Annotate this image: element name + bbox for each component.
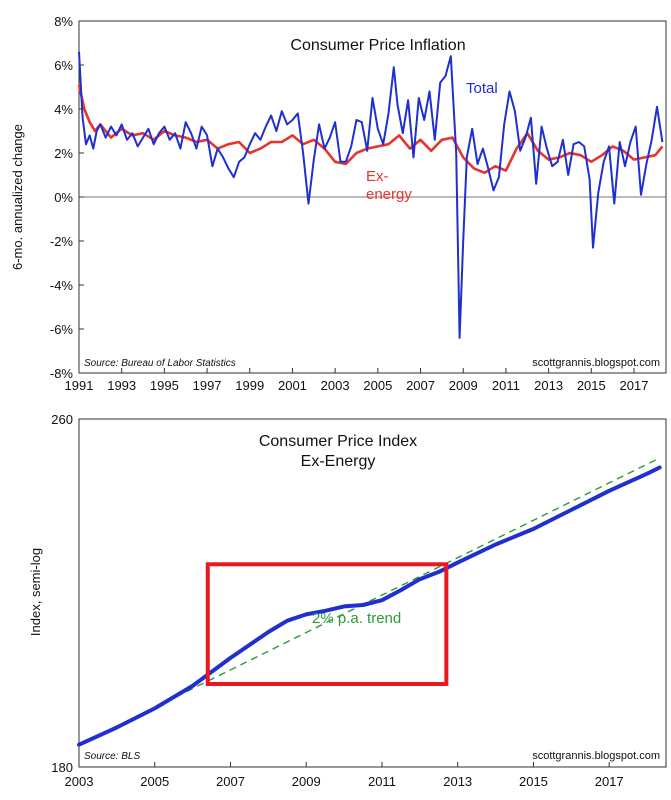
cpi-x-tick-label: 2013 (443, 774, 472, 789)
inflation-x-tick-label: 2017 (620, 378, 649, 393)
ex-energy-label-line2: energy (366, 186, 412, 203)
inflation-website-credit: scottgrannis.blogspot.com (532, 357, 660, 369)
inflation-y-axis-label: 6-mo. annualized change (10, 124, 25, 270)
cpi-subtitle: Ex-Energy (301, 453, 376, 470)
cpi-index-line (77, 465, 662, 747)
cpi-x-tick-label: 2015 (519, 774, 548, 789)
inflation-x-tick-label: 2001 (278, 378, 307, 393)
cpi-x-tick-label: 2017 (595, 774, 624, 789)
cpi-y-tick-label: 260 (51, 412, 73, 427)
inflation-y-tick-label: -6% (50, 322, 74, 337)
cpi-x-tick-label: 2011 (368, 774, 396, 789)
inflation-y-ticks: 8% 6% 4% 2% 0% -2% -4% -6% -8% (50, 14, 84, 381)
cpi-plot-frame (78, 418, 667, 768)
cpi-x-tick-label: 2007 (216, 774, 245, 789)
inflation-x-tick-label: 2005 (363, 378, 392, 393)
inflation-x-ticks: 1991 1993 1995 1997 1999 2001 2003 2005 2007 2009… (65, 368, 649, 393)
trend-label: 2% p.a. trend (312, 610, 401, 627)
total-series-label: Total (466, 80, 498, 97)
total-series-line (78, 51, 664, 339)
inflation-x-tick-label: 2013 (534, 378, 563, 393)
cpi-x-tick-label: 2009 (292, 774, 321, 789)
inflation-x-tick-label: 1995 (150, 378, 179, 393)
inflation-y-tick-label: 4% (54, 102, 73, 117)
cpi-x-tick-label: 2003 (65, 774, 94, 789)
inflation-series (77, 51, 664, 339)
inflation-title: Consumer Price Inflation (290, 37, 465, 54)
inflation-x-tick-label: 2009 (449, 378, 478, 393)
inflation-x-tick-label: 1991 (65, 378, 94, 393)
cpi-title: Consumer Price Index (259, 433, 417, 450)
inflation-x-tick-label: 2007 (406, 378, 435, 393)
cpi-y-tick-label: 180 (51, 760, 73, 775)
inflation-source-note: Source: Bureau of Labor Statistics (84, 358, 236, 369)
ex-energy-label-line1: Ex- (366, 168, 389, 185)
inflation-y-tick-label: 6% (54, 58, 73, 73)
cpi-series (77, 457, 662, 747)
cpi-y-ticks: 260 180 (51, 412, 84, 775)
cpi-index-chart: Consumer Price Index Ex-Energy Index, se… (28, 412, 667, 789)
cpi-y-axis-label: Index, semi-log (28, 548, 43, 636)
inflation-y-tick-label: 2% (54, 146, 73, 161)
inflation-x-tick-label: 2011 (492, 378, 520, 393)
cpi-x-ticks: 2003 2005 2007 2009 2011 2013 2015 2017 (65, 762, 624, 789)
inflation-y-tick-label: -8% (50, 366, 74, 381)
inflation-x-tick-label: 1999 (235, 378, 264, 393)
inflation-x-tick-label: 1993 (107, 378, 136, 393)
cpi-source-note: Source: BLS (84, 751, 140, 762)
inflation-chart: Consumer Price Inflation 6-mo. annualize… (10, 14, 667, 393)
inflation-x-tick-label: 2015 (577, 378, 606, 393)
cpi-website-credit: scottgrannis.blogspot.com (532, 750, 660, 762)
inflation-y-tick-label: 0% (54, 190, 73, 205)
inflation-x-tick-label: 2003 (321, 378, 350, 393)
highlight-box (205, 562, 449, 686)
inflation-y-tick-label: -4% (50, 278, 74, 293)
inflation-y-tick-label: -2% (50, 234, 74, 249)
cpi-x-tick-label: 2005 (140, 774, 169, 789)
inflation-x-tick-label: 1997 (193, 378, 222, 393)
inflation-y-tick-label: 8% (54, 14, 73, 29)
